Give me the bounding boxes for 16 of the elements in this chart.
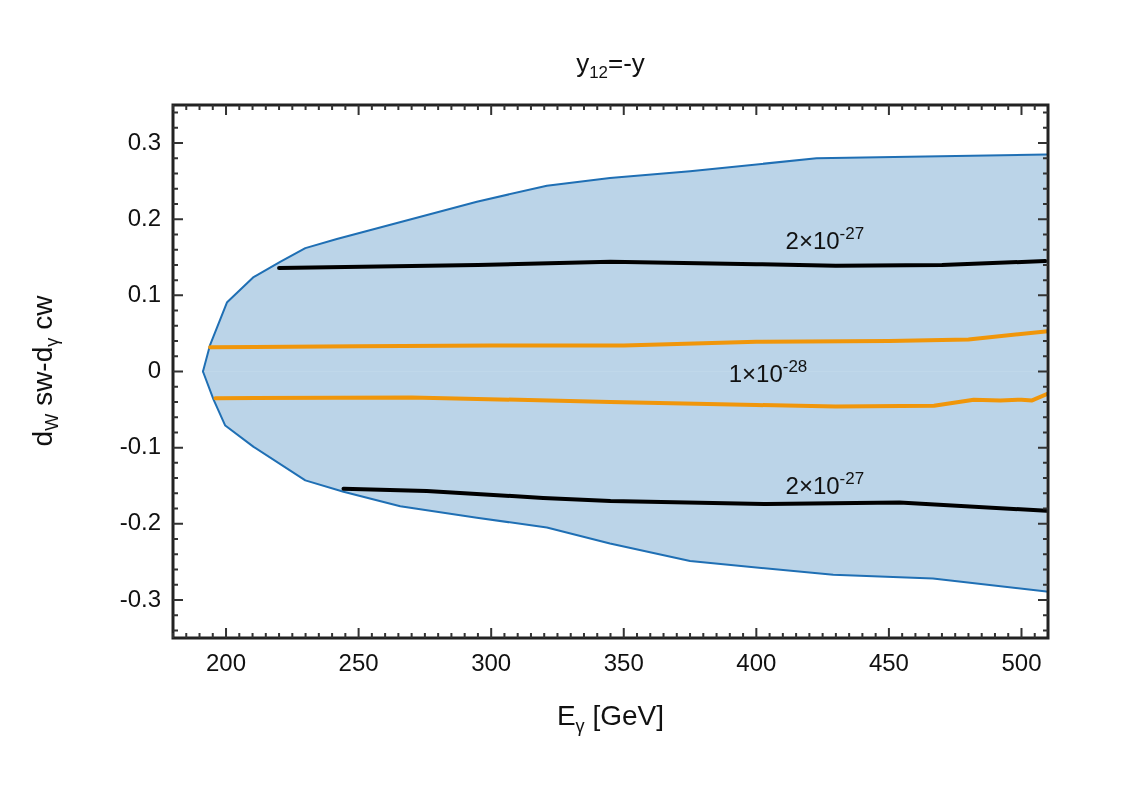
x-tick-label: 300	[471, 649, 512, 677]
y-tick-label: -0.2	[119, 508, 161, 536]
x-tick-label: 350	[603, 649, 644, 677]
y-tick-label: 0.1	[127, 279, 161, 307]
x-tick-label: 250	[338, 649, 379, 677]
x-tick-label: 450	[868, 649, 909, 677]
chart-title: y$_{12}$=-y	[575, 48, 646, 84]
x-tick-label: 400	[736, 649, 777, 677]
y-tick-label: 0.3	[127, 127, 161, 155]
x-tick-label: 500	[1001, 649, 1042, 677]
y-tick-label: 0	[147, 356, 161, 384]
x-tick-label: 200	[206, 649, 247, 677]
x-axis-title: E$_{γ}$ [GeV]	[555, 700, 666, 737]
y-tick-label: 0.2	[127, 203, 161, 231]
y-tick-label: -0.1	[119, 432, 161, 460]
y-tick-label: -0.3	[119, 584, 161, 612]
